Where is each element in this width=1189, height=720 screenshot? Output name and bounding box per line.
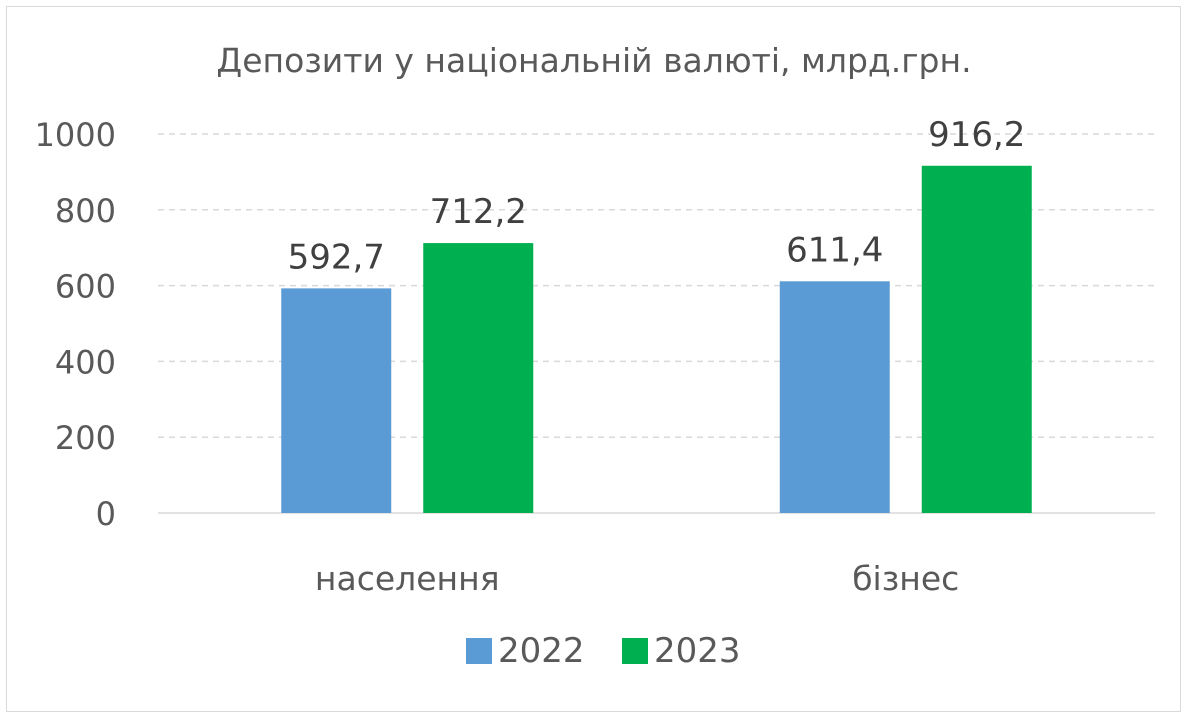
legend-label: 2023 bbox=[654, 631, 741, 671]
legend-swatch bbox=[622, 638, 648, 664]
y-axis-tick-labels: 0 200 400 600 800 1000 bbox=[35, 116, 116, 533]
bar-2023-населення bbox=[423, 243, 534, 513]
y-tick-label: 600 bbox=[55, 268, 116, 306]
legend-swatch bbox=[466, 638, 492, 664]
category-label: населення bbox=[315, 559, 500, 598]
y-tick-label: 200 bbox=[55, 419, 116, 457]
x-axis-category-labels: населення бізнес bbox=[315, 559, 959, 598]
y-tick-label: 1000 bbox=[35, 116, 116, 154]
data-label: 611,4 bbox=[786, 230, 883, 270]
bar-2023-бізнес bbox=[921, 165, 1032, 513]
category-label: бізнес bbox=[852, 559, 959, 598]
data-labels: 592,7 712,2 611,4 916,2 bbox=[288, 115, 1026, 278]
data-label: 916,2 bbox=[928, 115, 1025, 155]
y-tick-label: 400 bbox=[55, 343, 116, 381]
chart-title: Депозити у національній валюті, млрд.грн… bbox=[216, 41, 971, 80]
y-tick-label: 800 bbox=[55, 192, 116, 230]
data-label: 592,7 bbox=[288, 237, 385, 277]
y-tick-label: 0 bbox=[96, 495, 116, 533]
data-label: 712,2 bbox=[430, 192, 527, 232]
legend: 2022 2023 bbox=[466, 631, 741, 671]
bars bbox=[281, 165, 1032, 513]
bar-2022-населення bbox=[281, 288, 392, 513]
legend-label: 2022 bbox=[498, 631, 585, 671]
bar-2022-бізнес bbox=[779, 281, 890, 513]
